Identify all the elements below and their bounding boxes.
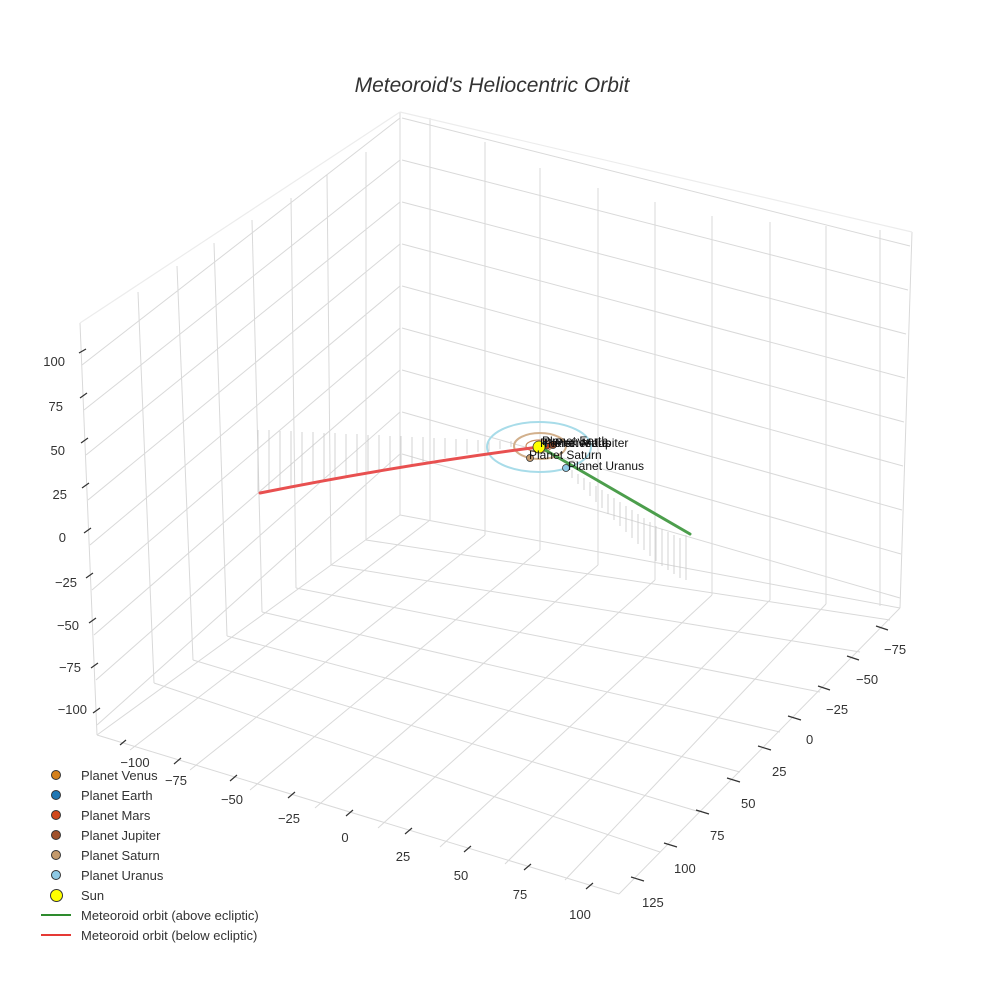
legend-label: Planet Mars <box>81 807 151 823</box>
sun-dot-icon <box>49 888 63 902</box>
sun-marker[interactable] <box>532 440 546 454</box>
legend-label: Meteoroid orbit (above ecliptic) <box>81 907 259 923</box>
meteoroid-orbit-below[interactable] <box>258 445 541 495</box>
planet-uranus-marker[interactable] <box>562 464 570 472</box>
legend-item-saturn[interactable]: Planet Saturn <box>40 845 259 865</box>
legend-item-earth[interactable]: Planet Earth <box>40 785 259 805</box>
y-tick-label: −75 <box>884 642 906 657</box>
y-tick-label: 100 <box>674 861 696 876</box>
y-tick-label: 75 <box>710 828 724 843</box>
label-jupiter: Planet Jupiter <box>555 436 628 450</box>
legend-item-jupiter[interactable]: Planet Jupiter <box>40 825 259 845</box>
jupiter-dot-icon <box>51 830 61 840</box>
legend-label: Planet Saturn <box>81 847 160 863</box>
planet-labels: Planet Venus Planet Earth Planet Mars Pl… <box>529 434 644 473</box>
label-mars: Planet Mars <box>544 436 608 450</box>
box-edges <box>79 111 913 324</box>
y-tick-label: 0 <box>806 732 813 747</box>
planet-markers <box>526 440 570 472</box>
legend-label: Planet Earth <box>81 787 153 803</box>
legend-label: Sun <box>81 887 105 903</box>
legend-item-orbit-above[interactable]: Meteoroid orbit (above ecliptic) <box>40 905 259 925</box>
legend-item-uranus[interactable]: Planet Uranus <box>40 865 259 885</box>
gridlines <box>79 112 913 895</box>
x-tick-label: −100 <box>120 755 149 770</box>
legend-item-sun[interactable]: Sun <box>40 885 259 905</box>
legend-item-venus[interactable]: Planet Venus <box>40 765 259 785</box>
red-line-icon <box>41 934 71 936</box>
mars-dot-icon <box>51 810 61 820</box>
venus-dot-icon <box>51 770 61 780</box>
z-axis: 100 75 50 25 0 −25 −50 −75 −100 <box>43 348 101 717</box>
z-tick-label: −25 <box>55 575 77 590</box>
legend-item-mars[interactable]: Planet Mars <box>40 805 259 825</box>
uranus-dot-icon <box>51 870 61 880</box>
drop-lines-above <box>571 470 687 580</box>
y-tick-label: 25 <box>772 764 786 779</box>
x-tick-label: 50 <box>454 868 468 883</box>
x-tick-label: −50 <box>221 792 243 807</box>
legend-label: Planet Jupiter <box>81 827 161 843</box>
x-tick-label: 25 <box>396 849 410 864</box>
saturn-dot-icon <box>51 850 61 860</box>
y-axis: −75 −50 −25 0 25 50 75 100 125 <box>630 625 906 910</box>
label-uranus: Planet Uranus <box>568 459 644 473</box>
z-tick-label: 100 <box>43 354 65 369</box>
x-tick-label: −75 <box>165 773 187 788</box>
legend-label: Planet Uranus <box>81 867 164 883</box>
z-tick-label: −50 <box>57 618 79 633</box>
earth-dot-icon <box>51 790 61 800</box>
drop-lines-below <box>257 430 512 492</box>
x-axis: −100 −75 −50 −25 0 25 50 75 100 <box>119 739 594 922</box>
label-earth: Planet Earth <box>542 434 608 448</box>
y-tick-label: −25 <box>826 702 848 717</box>
x-tick-label: −25 <box>278 811 300 826</box>
label-venus: Planet Venus <box>540 436 611 450</box>
legend-label: Planet Venus <box>81 767 158 783</box>
z-tick-label: 75 <box>49 399 63 414</box>
z-tick-label: 0 <box>59 530 66 545</box>
label-saturn: Planet Saturn <box>529 448 602 462</box>
z-tick-label: −75 <box>59 660 81 675</box>
legend-item-orbit-below[interactable]: Meteoroid orbit (below ecliptic) <box>40 925 259 945</box>
x-tick-label: 0 <box>341 830 348 845</box>
x-tick-label: 75 <box>513 887 527 902</box>
meteoroid-orbit-above[interactable] <box>538 445 692 536</box>
y-tick-label: −50 <box>856 672 878 687</box>
planet-saturn-marker[interactable] <box>526 454 534 462</box>
y-tick-label: 50 <box>741 796 755 811</box>
y-tick-label: 125 <box>642 895 664 910</box>
x-tick-label: 100 <box>569 907 591 922</box>
green-line-icon <box>41 914 71 916</box>
z-tick-label: 50 <box>51 443 65 458</box>
legend-label: Meteoroid orbit (below ecliptic) <box>81 927 258 943</box>
chart-title: Meteoroid's Heliocentric Orbit <box>354 74 630 97</box>
z-tick-label: 25 <box>53 487 67 502</box>
z-tick-label: −100 <box>58 702 87 717</box>
legend: Planet Venus Planet Earth Planet Mars Pl… <box>40 765 259 945</box>
